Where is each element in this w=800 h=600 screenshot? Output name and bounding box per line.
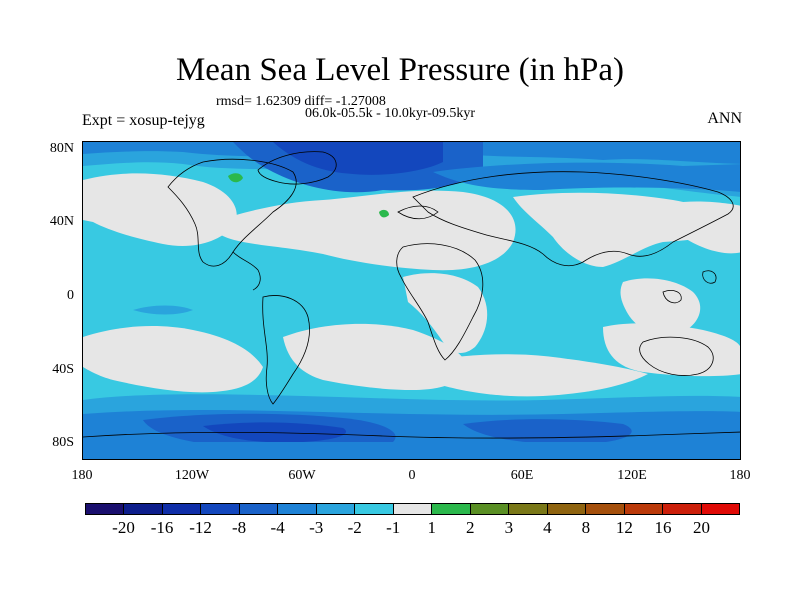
australia-patch (603, 323, 740, 377)
colorbar-label-3: -8 (232, 518, 247, 537)
colorbar-swatch-12 (547, 504, 587, 514)
pressure-map (82, 141, 741, 460)
stats-label: rmsd= 1.62309 diff= -1.27008 (216, 94, 386, 109)
pacific-north-patch (683, 201, 740, 254)
colorbar (85, 503, 740, 515)
colorbar-swatch-15 (663, 504, 702, 514)
north-atlantic-patch (212, 190, 516, 271)
lon-label-60e: 60E (510, 468, 534, 483)
lat-label-80n: 80N (49, 141, 74, 156)
colorbar-label-5: -3 (309, 518, 324, 537)
colorbar-swatch-10 (470, 504, 510, 514)
colorbar-swatch-13 (586, 504, 625, 514)
colorbar-swatch-9 (432, 504, 471, 514)
lat-label-0: 0 (67, 288, 74, 303)
plot-title: Mean Sea Level Pressure (in hPa) (175, 52, 625, 88)
experiment-label: Expt = xosup-tejyg (82, 112, 205, 129)
colorbar-label-15: 20 (692, 518, 710, 537)
lon-label-180e: 180 (729, 468, 751, 483)
colorbar-swatch-8 (393, 504, 433, 514)
lon-label-180w: 180 (71, 468, 93, 483)
asia-patch (513, 192, 733, 267)
colorbar-label-8: 1 (427, 518, 437, 537)
colorbar-swatch-11 (509, 504, 548, 514)
colorbar-swatch-2 (162, 504, 202, 514)
colorbar-swatch-5 (278, 504, 317, 514)
colorbar-swatch-3 (201, 504, 240, 514)
colorbar-swatch-4 (239, 504, 279, 514)
colorbar-swatch-16 (701, 504, 739, 514)
maritime-patch (620, 278, 701, 336)
colorbar-label-10: 3 (504, 518, 514, 537)
lat-label-80s: 80S (52, 435, 74, 450)
lon-label-120w: 120W (174, 468, 210, 483)
antarctica-patch (83, 442, 740, 459)
colorbar-label-7: -1 (386, 518, 401, 537)
colorbar-label-6: -2 (347, 518, 362, 537)
colorbar-label-13: 12 (615, 518, 633, 537)
season-label: ANN (707, 110, 742, 127)
colorbar-label-14: 16 (654, 518, 672, 537)
colorbar-label-12: 8 (581, 518, 591, 537)
colorbar-label-9: 2 (466, 518, 475, 537)
colorbar-swatch-1 (124, 504, 163, 514)
eurasia-north (433, 162, 740, 192)
africa-patch (403, 273, 488, 354)
north-america-patch (83, 173, 237, 247)
colorbar-label-11: 4 (543, 518, 552, 537)
colorbar-label-1: -16 (150, 518, 174, 537)
south-indian-patch (422, 354, 648, 397)
colorbar-label-2: -12 (189, 518, 212, 537)
greenland-low-core (273, 142, 443, 175)
colorbar-label-4: -4 (270, 518, 285, 537)
colorbar-swatch-7 (355, 504, 394, 514)
lon-label-60w: 60W (288, 468, 316, 483)
equatorial-streak (133, 305, 193, 315)
colorbar-label-0: -20 (112, 518, 135, 537)
lon-label-120e: 120E (617, 468, 647, 483)
lon-label-0: 0 (408, 468, 416, 483)
colorbar-swatch-6 (316, 504, 356, 514)
period-label: 06.0k-05.5k - 10.0kyr-09.5kyr (305, 106, 476, 121)
green-spot-mideast (379, 209, 389, 218)
colorbar-swatch-0 (86, 504, 125, 514)
south-pacific-patch (83, 326, 263, 393)
green-spot-north (228, 173, 243, 183)
colorbar-swatch-14 (624, 504, 664, 514)
lat-label-40n: 40N (49, 214, 74, 229)
coastlines (83, 151, 740, 439)
lat-label-40s: 40S (52, 362, 74, 377)
south-atlantic-patch (283, 323, 468, 390)
